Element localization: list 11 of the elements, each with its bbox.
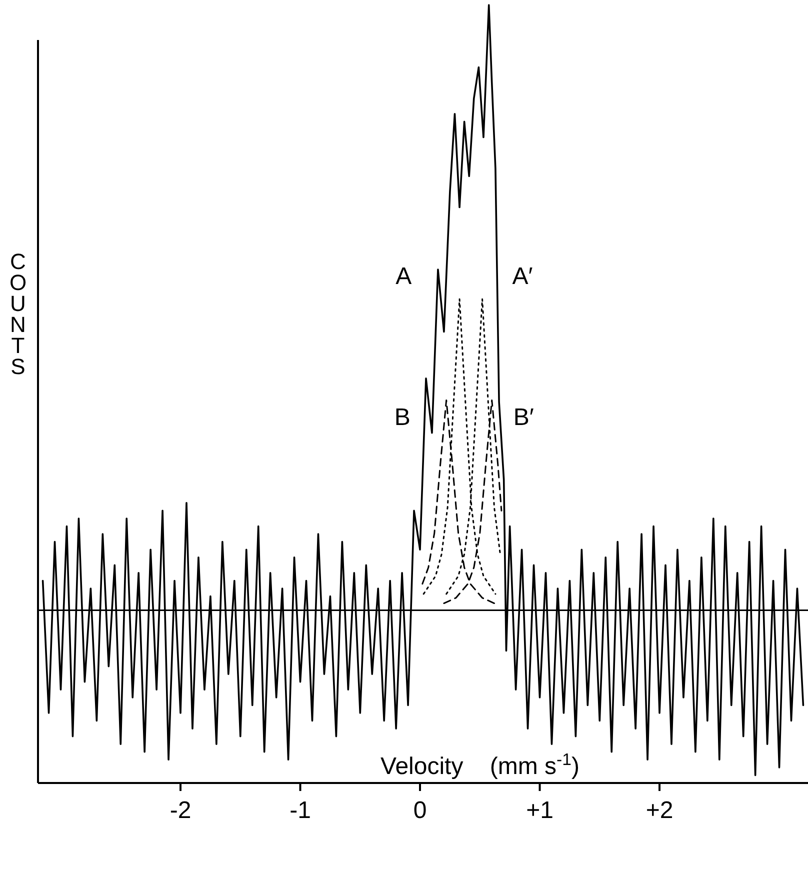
x-tick-label: 0	[413, 797, 427, 824]
series-label: B	[394, 404, 410, 432]
series-label: B′	[513, 404, 534, 432]
y-axis-title: COUNTS	[6, 249, 30, 375]
text: A	[396, 263, 412, 290]
series-label: A′	[512, 263, 534, 290]
x-tick-label: +2	[646, 797, 674, 824]
x-axis-title: Velocity (mm s$^{-1}$)	[380, 750, 580, 780]
x-tick-label: -2	[170, 797, 192, 824]
x-tick-label: +1	[526, 797, 554, 824]
x-tick-label: -1	[290, 797, 311, 824]
